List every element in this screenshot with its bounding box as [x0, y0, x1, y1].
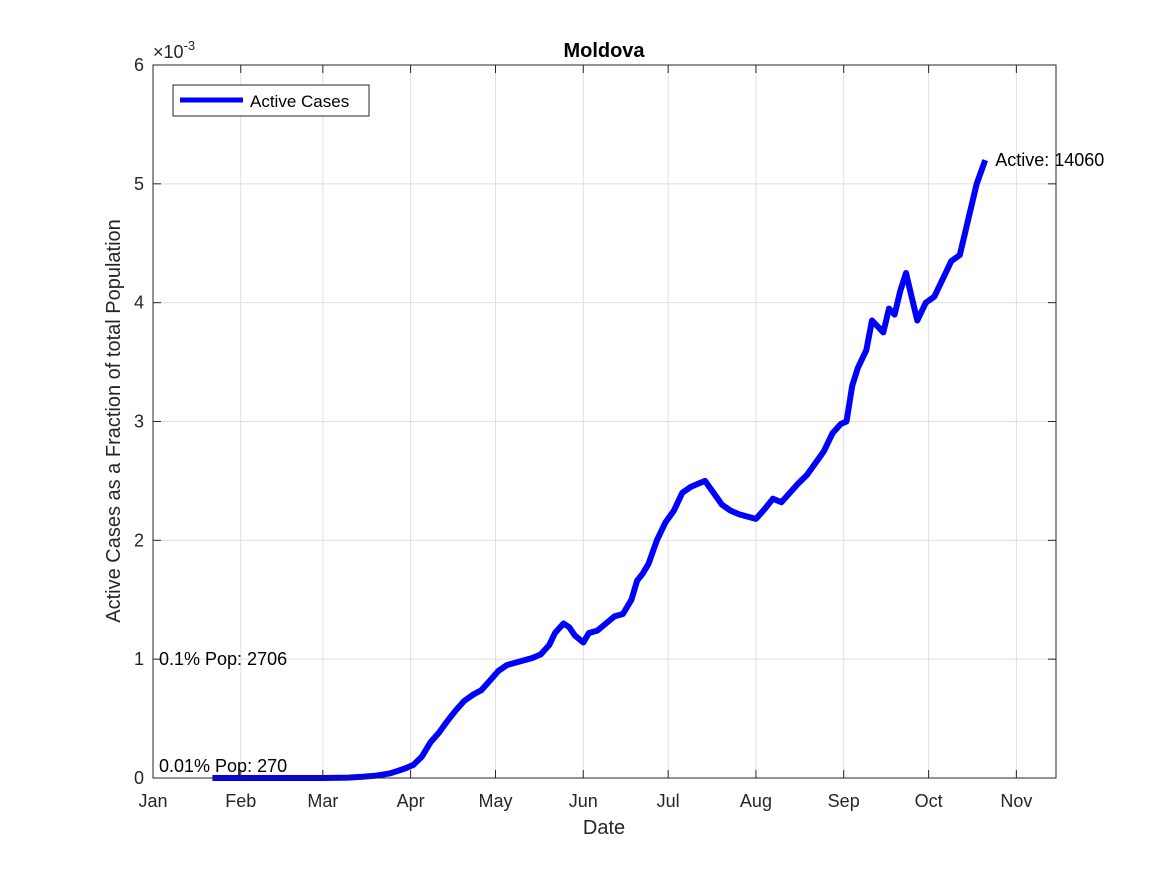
y-axis-label: Active Cases as a Fraction of total Popu…	[103, 219, 125, 623]
y-tick-label: 4	[134, 293, 144, 313]
x-tick-label: Jun	[569, 791, 598, 811]
x-tick-label: Jan	[138, 791, 167, 811]
legend-label: Active Cases	[250, 92, 349, 111]
x-tick-label: May	[479, 791, 513, 811]
x-tick-label: Nov	[1000, 791, 1032, 811]
series-line-active-cases	[212, 159, 989, 781]
y-exponent-label: ×10-3	[153, 38, 195, 62]
x-tick-label: Jul	[657, 791, 680, 811]
series-layer	[212, 159, 989, 781]
x-axis-label: Date	[583, 817, 625, 839]
x-tick-label: Apr	[397, 791, 425, 811]
legend: Active Cases	[172, 84, 370, 117]
chart-title: Moldova	[563, 40, 645, 62]
y-tick-label: 3	[134, 412, 144, 432]
y-tick-label: 1	[134, 649, 144, 669]
y-exponent-base: ×10	[153, 42, 184, 62]
annotation-label: 0.01% Pop: 270	[159, 756, 287, 776]
annotation-label: 0.1% Pop: 2706	[159, 649, 287, 669]
y-tick-label: 6	[134, 55, 144, 75]
y-exponent-power: -3	[184, 38, 196, 53]
annotation-label: Active: 14060	[995, 150, 1104, 170]
y-tick-label: 0	[134, 768, 144, 788]
x-tick-label: Oct	[915, 791, 943, 811]
x-tick-label: Sep	[828, 791, 860, 811]
x-tick-label: Aug	[740, 791, 772, 811]
y-tick-label: 2	[134, 530, 144, 550]
x-tick-label: Mar	[307, 791, 338, 811]
annotations: Active: 14060 0.1% Pop: 2706 0.01% Pop: 27…	[159, 150, 1104, 776]
grid-lines	[152, 64, 1056, 779]
y-tick-label: 5	[134, 174, 144, 194]
x-tick-label: Feb	[225, 791, 256, 811]
axis-ticks: Jan Feb Mar Apr May Jun Jul Aug Sep Oct Nov 0 1 2 3 4 5 6	[134, 55, 1056, 811]
